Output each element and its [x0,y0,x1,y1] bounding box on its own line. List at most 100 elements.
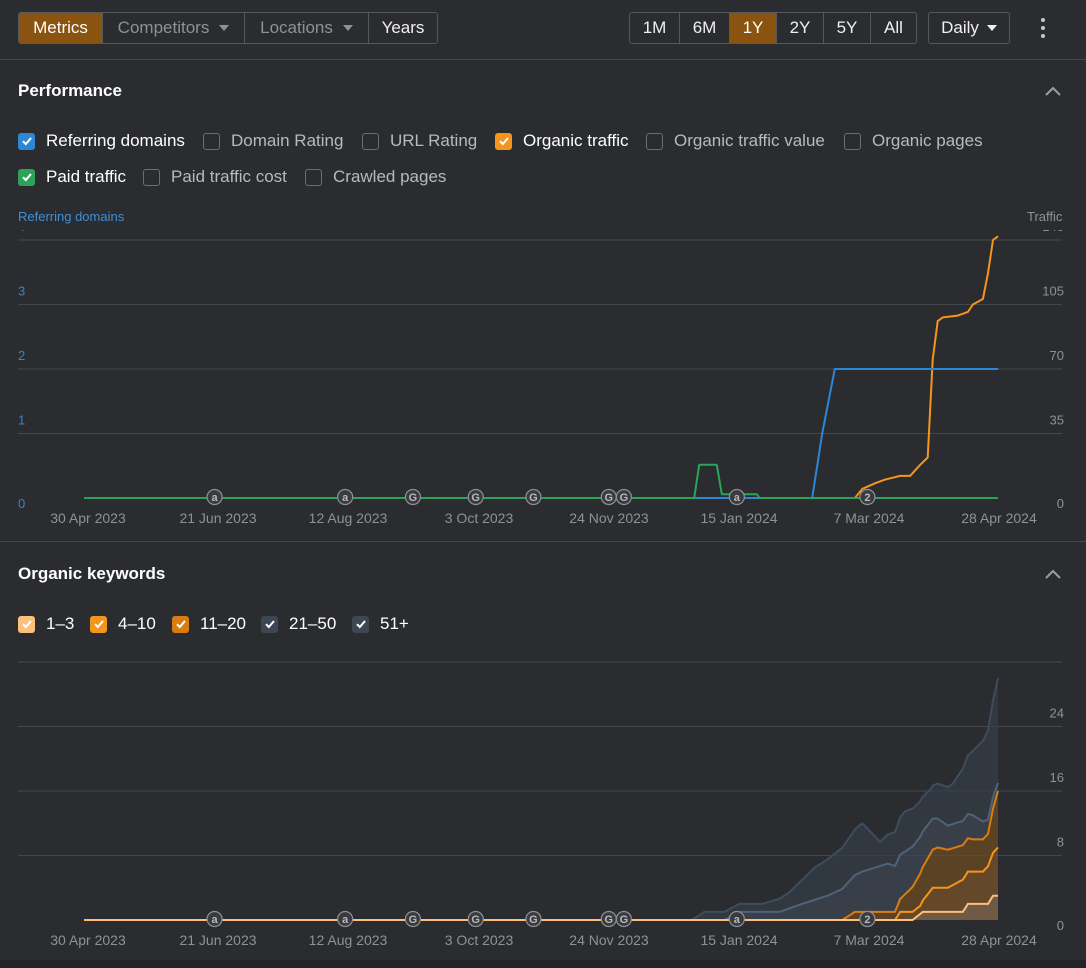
checkbox-checked-icon [352,615,369,633]
legend-label: 51+ [380,614,409,633]
checkbox-unchecked-icon [646,132,663,150]
svg-text:G: G [471,914,480,926]
checkbox-unchecked-icon [143,168,160,186]
tab-competitors[interactable]: Competitors [103,13,245,43]
organic-keywords-chart[interactable]: 0 8 16 24 32 30 Apr 2023 21 Jun 2023 12 Aug 202… [0,655,1086,955]
checkbox-checked-icon [261,615,278,633]
svg-text:a: a [212,492,219,504]
chevron-up-icon[interactable] [1044,568,1062,580]
metric-label: Organic traffic [523,131,629,150]
x-axis-tick: 12 Aug 2023 [309,932,388,948]
range-1y[interactable]: 1Y [730,13,777,43]
chevron-down-icon [219,25,230,31]
view-tabs: Metrics Competitors Locations Years [18,12,438,44]
checkbox-checked-icon [18,132,35,150]
x-axis-tick: 28 Apr 2024 [961,510,1037,526]
x-axis-tick: 21 Jun 2023 [179,932,256,948]
range-6m[interactable]: 6M [680,13,730,43]
checkbox-checked-icon [172,615,189,633]
tab-label: Competitors [117,18,210,37]
right-axis-tick: 0 [1057,918,1064,933]
svg-text:G: G [409,914,418,926]
organic-keywords-title: Organic keywords [18,564,166,583]
right-axis-tick: 0 [1057,496,1064,511]
divider [0,59,1086,60]
divider [0,541,1086,542]
legend-toggle-2[interactable]: 4–10 [90,614,156,634]
left-axis-tick: 2 [18,348,25,363]
svg-text:2: 2 [864,914,870,926]
performance-chart[interactable]: 0 0 35 1 70 2 105 3 140 4 30 Apr 2023 21 Jun 2023 12… [0,230,1086,530]
legend-label: 4–10 [118,614,156,633]
svg-text:G: G [529,492,538,504]
svg-text:G: G [471,492,480,504]
metric-toggle-referring-domains[interactable]: Referring domains [18,131,185,151]
legend-toggle-5[interactable]: 51+ [352,614,409,634]
metric-label: URL Rating [390,131,478,150]
svg-text:G: G [529,914,538,926]
metric-toggle-paid-traffic[interactable]: Paid traffic [18,167,126,187]
svg-text:G: G [620,914,629,926]
interval-dropdown[interactable]: Daily [928,12,1010,44]
more-options-icon[interactable] [1036,16,1050,40]
x-axis-tick: 28 Apr 2024 [961,932,1037,948]
metric-toggle-paid-traffic-cost[interactable]: Paid traffic cost [143,167,287,187]
series-line-paid-traffic [84,463,998,499]
range-2y[interactable]: 2Y [777,13,824,43]
range-5y[interactable]: 5Y [824,13,871,43]
x-axis-tick: 30 Apr 2023 [50,932,126,948]
metric-toggle-organic-pages[interactable]: Organic pages [844,131,983,151]
annotation-marker: a [206,488,223,506]
legend-label: 1–3 [46,614,75,633]
range-1m[interactable]: 1M [630,13,680,43]
tab-metrics[interactable]: Metrics [19,13,103,43]
checkbox-unchecked-icon [844,132,861,150]
toolbar: Metrics Competitors Locations Years 1M 6… [0,0,1086,60]
metric-toggle-organic-traffic[interactable]: Organic traffic [495,131,629,151]
chevron-down-icon [342,25,353,31]
metric-toggle-organic-traffic-value[interactable]: Organic traffic value [646,131,825,151]
right-axis-tick: 16 [1050,770,1064,785]
left-axis-tick: 1 [18,413,25,428]
annotation-marker: a [206,910,223,928]
right-axis-tick: 70 [1050,348,1064,363]
x-axis-tick: 30 Apr 2023 [50,510,126,526]
legend-toggle-1[interactable]: 1–3 [18,614,74,634]
svg-text:G: G [605,914,614,926]
annotation-marker: G [615,488,632,506]
right-axis-title: Traffic [1027,209,1063,224]
range-label: 2Y [789,18,811,37]
x-axis-tick: 15 Jan 2024 [700,510,777,526]
svg-text:G: G [620,492,629,504]
right-axis-tick: 8 [1057,835,1064,850]
annotation-marker: 2 [859,910,876,928]
metric-label: Referring domains [46,131,185,150]
chevron-up-icon[interactable] [1044,85,1062,97]
metric-toggle-url-rating[interactable]: URL Rating [362,131,477,151]
legend-toggle-3[interactable]: 11–20 [172,614,246,634]
x-axis-tick: 7 Mar 2024 [834,932,905,948]
range-all[interactable]: All [871,13,916,43]
tab-locations[interactable]: Locations [245,13,369,43]
bottom-edge [0,960,1086,968]
checkbox-unchecked-icon [203,132,220,150]
range-label: All [884,18,903,37]
chevron-down-icon [986,25,997,31]
tab-years[interactable]: Years [369,13,437,43]
legend-toggle-4[interactable]: 21–50 [261,614,336,634]
x-axis-tick: 12 Aug 2023 [309,510,388,526]
interval-label: Daily [941,18,979,37]
svg-text:a: a [212,914,219,926]
annotation-marker: G [525,488,542,506]
range-selector: 1M 6M 1Y 2Y 5Y All [629,12,917,44]
metric-toggle-crawled-pages[interactable]: Crawled pages [305,167,446,187]
annotation-marker: a [728,488,745,506]
svg-text:G: G [605,492,614,504]
range-label: 1M [642,18,667,37]
metric-toggle-domain-rating[interactable]: Domain Rating [203,131,343,151]
x-axis-tick: 24 Nov 2023 [569,932,649,948]
annotation-marker: a [337,488,354,506]
metric-label: Paid traffic [46,167,127,186]
svg-text:G: G [409,492,418,504]
range-label: 5Y [836,18,858,37]
